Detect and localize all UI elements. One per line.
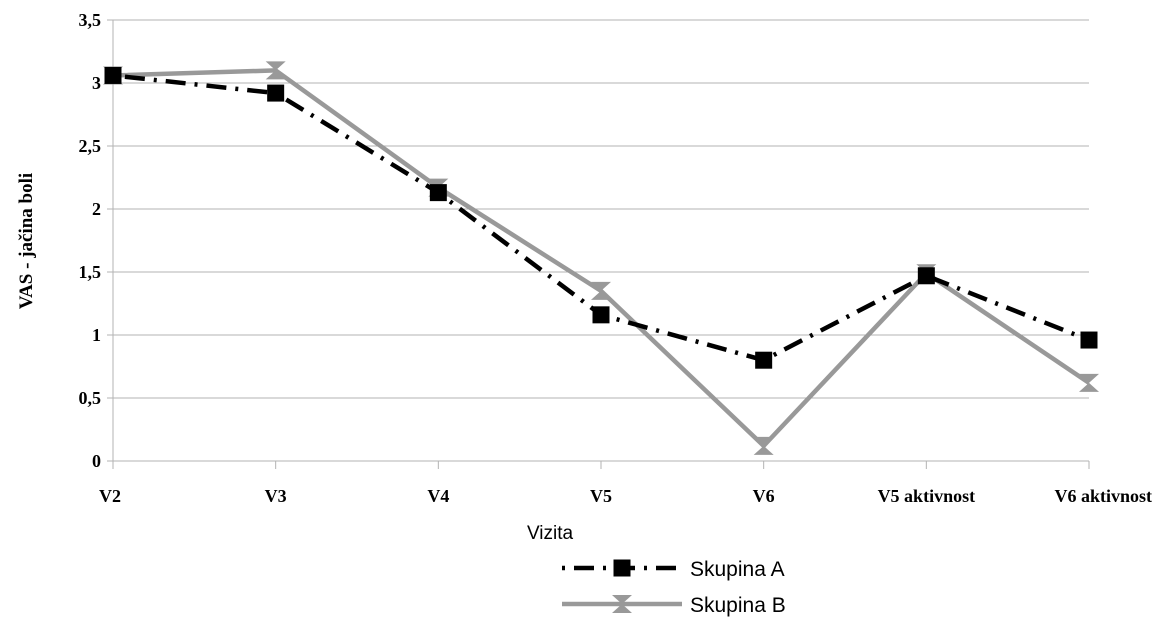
legend-marker-square [613, 559, 631, 577]
y-tick-labels: 0 0,5 1 1,5 2 2,5 3 3,5 [79, 10, 102, 471]
data-point-square [755, 351, 773, 369]
x-tick-labels: V2 V3 V4 V5 V6 V5 aktivnost V6 aktivnost [99, 486, 1152, 506]
data-point-square [429, 184, 447, 202]
series-b [103, 61, 1099, 455]
legend-item-b: Skupina B [562, 594, 786, 617]
y-tick-label: 1 [92, 325, 101, 345]
data-point-hourglass [265, 61, 286, 80]
y-tick-label: 2,5 [79, 136, 102, 156]
x-tick-label: V2 [99, 486, 121, 506]
x-tick-label: V6 aktivnost [1054, 486, 1152, 506]
x-tick-label: V6 [753, 486, 775, 506]
y-tick-label: 3 [92, 73, 101, 93]
x-tick-label: V4 [427, 486, 449, 506]
x-tick-label: V3 [265, 486, 287, 506]
legend-item-a: Skupina A [562, 558, 785, 581]
data-point-hourglass [591, 281, 611, 300]
series-line [112, 68, 1091, 449]
data-point-square [104, 66, 122, 84]
data-point-hourglass [753, 436, 774, 455]
x-axis-title: Vizita [527, 523, 574, 544]
data-point-square [267, 84, 285, 102]
data-point-square [917, 267, 935, 285]
legend-label: Skupina B [690, 594, 786, 617]
data-point-square [592, 306, 610, 324]
axes [107, 19, 1090, 469]
y-axis-title: VAS - jačina boli [16, 173, 37, 309]
y-tick-label: 2 [92, 199, 101, 219]
series-layer [103, 61, 1099, 455]
y-tick-label: 3,5 [79, 10, 102, 30]
data-point-hourglass [1079, 373, 1099, 392]
data-point-square [1080, 331, 1098, 349]
x-tick-label: V5 [590, 486, 612, 506]
legend-marker-hourglass [612, 595, 632, 613]
y-tick-label: 0,5 [79, 388, 102, 408]
series-a [104, 66, 1098, 369]
legend-label: Skupina A [690, 558, 785, 581]
y-tick-label: 1,5 [79, 262, 102, 282]
grid-lines [113, 19, 1089, 399]
legend: Skupina A Skupina B [562, 558, 786, 617]
x-tick-label: V5 aktivnost [878, 486, 976, 506]
y-tick-label: 0 [92, 451, 101, 471]
